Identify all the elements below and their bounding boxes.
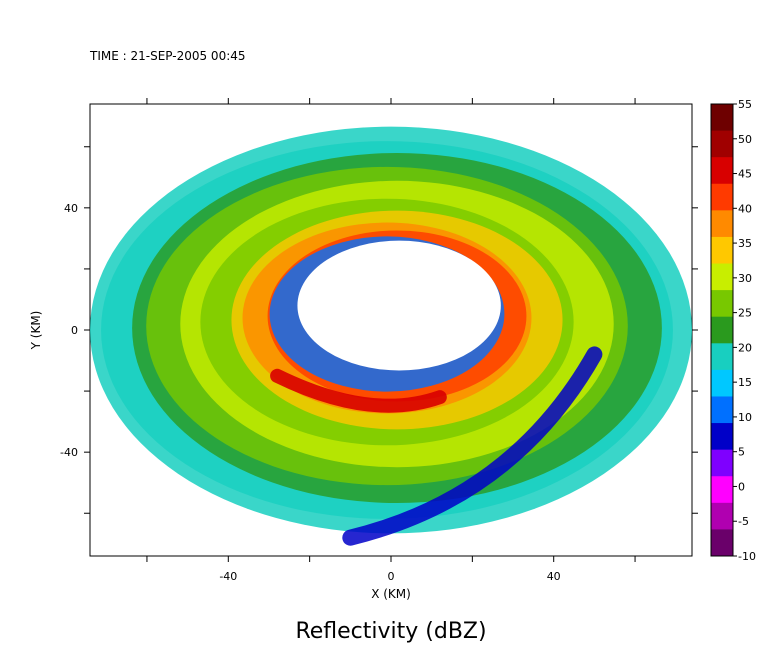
colorbar-segment bbox=[711, 502, 733, 530]
y-axis-label: Y (KM) bbox=[29, 311, 43, 351]
colorbar-segment bbox=[711, 343, 733, 371]
x-axis-label: X (KM) bbox=[371, 587, 411, 601]
colorbar-label: -5 bbox=[738, 515, 749, 528]
colorbar-label: 35 bbox=[738, 237, 752, 250]
colorbar-segment bbox=[711, 529, 733, 557]
colorbar-segment bbox=[711, 130, 733, 158]
axis-tick-labels: -40 0 40 -40 0 40 bbox=[60, 202, 561, 583]
colorbar-label: 20 bbox=[738, 341, 752, 354]
colorbar-label: 45 bbox=[738, 168, 752, 181]
colorbar-segment bbox=[711, 290, 733, 318]
reflectivity-field bbox=[90, 126, 692, 546]
chart-title: Reflectivity (dBZ) bbox=[295, 619, 486, 644]
colorbar-segment bbox=[711, 210, 733, 238]
colorbar-label: 10 bbox=[738, 411, 752, 424]
axis-ticks bbox=[84, 98, 698, 562]
outer-spiral-band bbox=[342, 346, 603, 546]
colorbar-label: 30 bbox=[738, 272, 752, 285]
colorbar-segment bbox=[711, 263, 733, 291]
y-tick-label: 0 bbox=[71, 324, 78, 337]
intense-band bbox=[270, 368, 447, 413]
colorbar-segment bbox=[711, 396, 733, 424]
colorbar-segment bbox=[711, 183, 733, 211]
colorbar-label: 40 bbox=[738, 202, 752, 215]
y-tick-label: 40 bbox=[64, 202, 78, 215]
eye bbox=[297, 240, 501, 371]
colorbar-label: 15 bbox=[738, 376, 752, 389]
colorbar-label: 0 bbox=[738, 480, 745, 493]
colorbar-segment bbox=[711, 104, 733, 132]
colorbar-label: 50 bbox=[738, 133, 752, 146]
colorbar-frame bbox=[710, 103, 734, 557]
colorbar-segment bbox=[711, 449, 733, 477]
colorbar-segment bbox=[711, 316, 733, 344]
colorbar-segment bbox=[711, 236, 733, 265]
x-tick-label: 0 bbox=[388, 570, 395, 583]
colorbar-label: 25 bbox=[738, 307, 752, 320]
colorbar-segment bbox=[711, 423, 733, 451]
colorbar-segment bbox=[711, 476, 733, 504]
x-tick-label: 40 bbox=[547, 570, 561, 583]
x-tick-label: -40 bbox=[219, 570, 237, 583]
time-label: TIME : 21-SEP-2005 00:45 bbox=[89, 49, 246, 63]
colorbar-segment bbox=[711, 369, 733, 397]
y-tick-label: -40 bbox=[60, 446, 78, 459]
colorbar-label: 55 bbox=[738, 98, 752, 111]
plot-area: -40 0 40 -40 0 40 bbox=[60, 98, 698, 583]
colorbar-segment bbox=[711, 157, 733, 185]
colorbar-label: -10 bbox=[738, 550, 756, 563]
colorbar-label: 5 bbox=[738, 446, 745, 459]
colorbar bbox=[710, 103, 737, 557]
